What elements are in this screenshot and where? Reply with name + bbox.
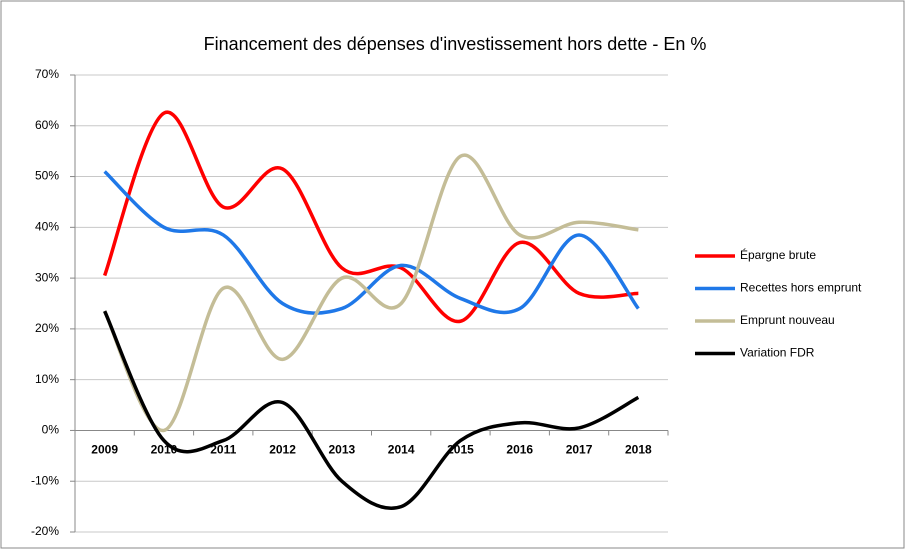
y-tick-label: 70% (35, 67, 59, 81)
y-tick-label: -20% (31, 524, 59, 538)
legend-label: Variation FDR (740, 346, 815, 360)
x-tick-label: 2012 (269, 443, 296, 457)
series-line (103, 110, 639, 324)
y-tick-label: 10% (35, 372, 59, 386)
y-tick-label: 20% (35, 321, 59, 335)
x-tick-label: 2014 (388, 443, 415, 457)
x-tick-label: 2016 (506, 443, 533, 457)
series-line (103, 310, 640, 510)
x-tick-label: 2017 (566, 443, 593, 457)
y-tick-label: 60% (35, 118, 59, 132)
chart-title: Financement des dépenses d'investissemen… (204, 34, 707, 54)
x-tick-label: 2009 (91, 443, 118, 457)
x-tick-label: 2018 (625, 443, 652, 457)
series-line (103, 170, 640, 315)
legend-label: Emprunt nouveau (740, 313, 835, 327)
y-tick-label: 50% (35, 169, 59, 183)
y-tick-label: 40% (35, 220, 59, 234)
legend-label: Recettes hors emprunt (740, 281, 862, 295)
y-tick-label: -10% (31, 473, 59, 487)
x-tick-label: 2011 (210, 443, 236, 457)
y-tick-label: 0% (42, 423, 60, 437)
x-tick-label: 2013 (328, 443, 355, 457)
series-line (103, 153, 639, 433)
y-tick-label: 30% (35, 270, 59, 284)
legend-label: Épargne brute (740, 247, 816, 262)
